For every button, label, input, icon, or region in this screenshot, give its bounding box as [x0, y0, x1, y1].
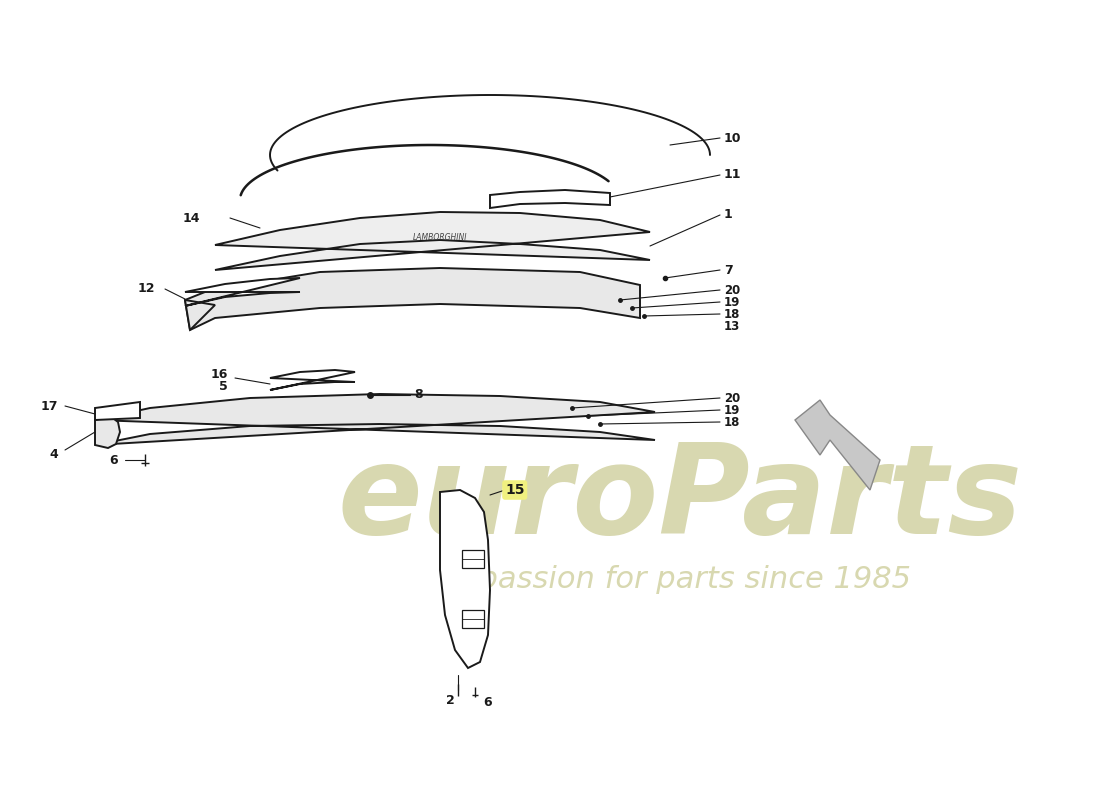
Text: 15: 15: [505, 483, 525, 497]
Text: 14: 14: [183, 211, 200, 225]
Text: 17: 17: [41, 399, 58, 413]
Text: 13: 13: [724, 319, 740, 333]
Polygon shape: [490, 190, 610, 208]
Text: 8: 8: [414, 389, 422, 402]
Text: 19: 19: [724, 403, 740, 417]
Polygon shape: [185, 278, 300, 306]
Bar: [462, 550, 484, 568]
Text: 7: 7: [724, 263, 733, 277]
Text: 16: 16: [210, 367, 228, 381]
Text: 1: 1: [724, 209, 733, 222]
Polygon shape: [185, 268, 640, 330]
Text: LAMBORGHINI: LAMBORGHINI: [412, 233, 468, 242]
Text: 18: 18: [724, 307, 740, 321]
Text: 12: 12: [138, 282, 155, 295]
Text: 20: 20: [724, 391, 740, 405]
Text: 20: 20: [724, 283, 740, 297]
Polygon shape: [185, 300, 214, 330]
Polygon shape: [95, 394, 654, 445]
Text: 19: 19: [724, 295, 740, 309]
Text: 18: 18: [724, 415, 740, 429]
Polygon shape: [440, 490, 490, 668]
Text: 2: 2: [446, 694, 454, 706]
Text: 6: 6: [109, 454, 118, 466]
Text: euroParts: euroParts: [338, 439, 1023, 561]
Text: a passion for parts since 1985: a passion for parts since 1985: [450, 566, 911, 594]
Polygon shape: [95, 416, 120, 448]
Text: 5: 5: [219, 379, 228, 393]
Polygon shape: [795, 400, 880, 490]
Polygon shape: [214, 212, 650, 270]
Polygon shape: [270, 370, 355, 390]
Text: 4: 4: [50, 449, 58, 462]
Text: 11: 11: [724, 169, 741, 182]
Text: 6: 6: [483, 695, 492, 709]
Polygon shape: [95, 402, 140, 420]
Text: 10: 10: [724, 131, 741, 145]
Bar: [462, 610, 484, 628]
